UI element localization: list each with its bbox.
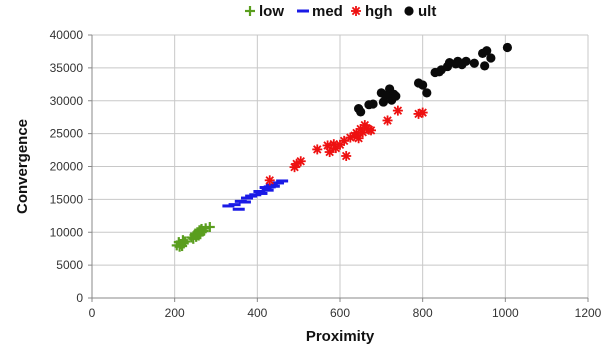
legend-label-low: low: [259, 3, 284, 20]
data-point-ult: [502, 42, 512, 53]
data-point-ult: [422, 88, 432, 98]
y-tick-label: 15000: [50, 192, 84, 206]
data-points: [171, 42, 512, 252]
data-point-ult: [368, 99, 378, 109]
legend-label-med: med: [312, 3, 343, 20]
data-point-hgh: [264, 175, 275, 186]
legend: low med hgh ult: [245, 3, 436, 20]
y-tick-label: 5000: [56, 258, 83, 272]
data-point-ult: [486, 53, 496, 63]
data-point-hgh: [295, 156, 306, 167]
x-tick-label: 1000: [492, 306, 519, 320]
data-point-ult: [482, 46, 492, 56]
data-point-ult: [356, 107, 366, 117]
x-tick-label: 400: [247, 306, 267, 320]
data-point-ult: [418, 80, 428, 90]
y-axis-title: Convergence: [14, 119, 31, 214]
data-point-ult: [461, 56, 471, 66]
x-tick-label: 0: [89, 306, 96, 320]
legend-item-hgh: hgh: [351, 3, 393, 20]
data-point-hgh: [366, 125, 376, 136]
data-point-low: [204, 221, 215, 232]
data-point-low: [180, 236, 190, 247]
data-point-hgh: [417, 107, 428, 118]
y-axis-tick-labels: 0 5000 10000 15000 20000 25000 30000 35000 40000: [50, 28, 84, 305]
y-tick-label: 30000: [50, 94, 84, 108]
x-tick-label: 200: [165, 306, 185, 320]
series-hgh: [264, 105, 428, 186]
legend-item-low: low: [245, 3, 284, 20]
legend-label-ult: ult: [418, 3, 436, 20]
y-tick-label: 25000: [50, 127, 84, 141]
data-point-hgh: [345, 132, 356, 143]
series-low: [171, 221, 215, 252]
data-point-ult: [391, 91, 401, 101]
legend-marker-low: [245, 6, 255, 16]
y-tick-label: 0: [76, 291, 83, 305]
data-point-hgh: [392, 105, 403, 116]
legend-item-med: med: [297, 3, 343, 20]
y-tick-label: 40000: [50, 28, 84, 42]
legend-item-ult: ult: [404, 3, 436, 20]
series-ult: [354, 42, 512, 117]
data-point-low: [178, 238, 189, 249]
x-tick-label: 800: [413, 306, 433, 320]
grid-lines: [92, 34, 589, 298]
x-tick-label: 600: [330, 306, 350, 320]
data-point-hgh: [353, 133, 364, 144]
series-med: [222, 179, 289, 211]
legend-label-hgh: hgh: [365, 3, 393, 20]
data-point-hgh: [341, 150, 352, 161]
data-point-ult: [480, 61, 490, 71]
y-tick-label: 20000: [50, 160, 84, 174]
y-tick-label: 10000: [50, 225, 84, 239]
legend-marker-ult: [404, 6, 414, 16]
x-tick-label: 1200: [575, 306, 602, 320]
x-axis-tick-labels: 0 200 400 600 800 1000 1200: [89, 306, 602, 320]
x-axis-title: Proximity: [306, 328, 375, 345]
axes: [88, 34, 589, 302]
data-point-ult: [469, 58, 479, 68]
data-point-hgh: [312, 144, 323, 155]
data-point-hgh: [382, 115, 393, 126]
legend-marker-hgh: [351, 6, 361, 16]
y-tick-label: 35000: [50, 61, 84, 75]
